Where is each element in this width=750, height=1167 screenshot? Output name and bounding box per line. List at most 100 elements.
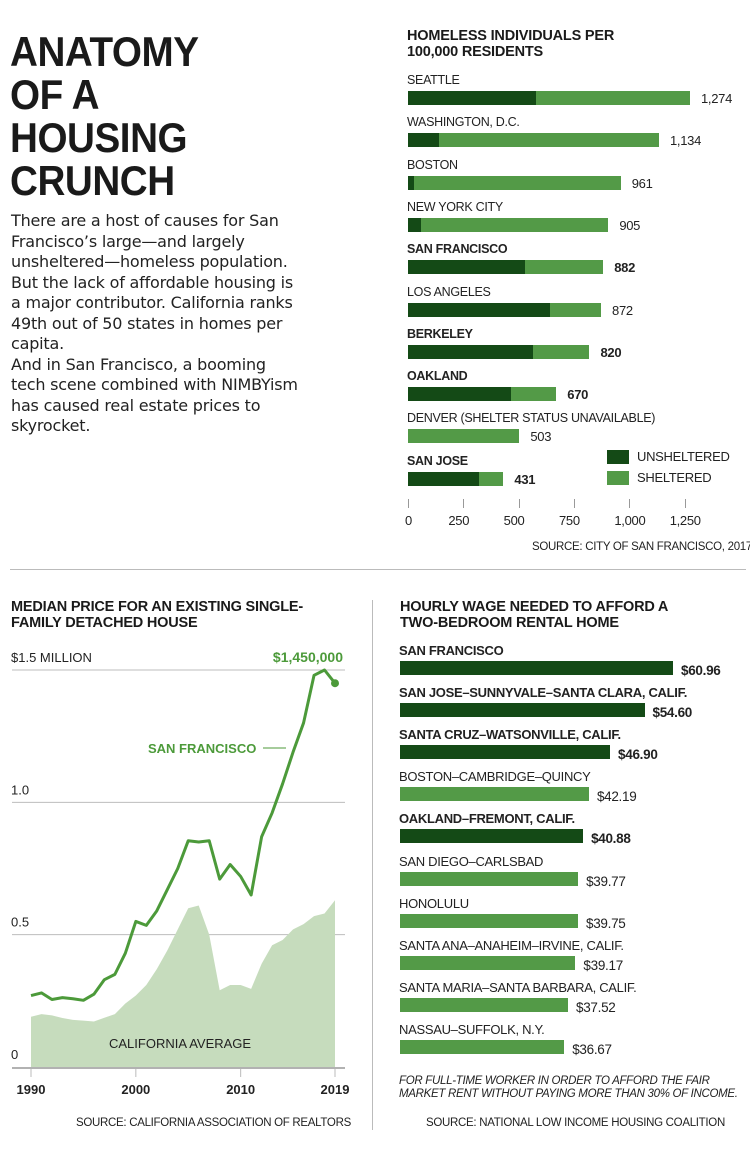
axis-tick-label: 250 xyxy=(448,513,470,528)
axis-tick xyxy=(629,499,631,508)
headline-line: ANATOMY xyxy=(10,28,199,75)
intro-text: There are a host of causes for San Franc… xyxy=(11,211,293,353)
homeless-source: SOURCE: CITY OF SAN FRANCISCO, 2017 xyxy=(532,541,750,553)
bar-label: SAN FRANCISCO xyxy=(407,242,508,257)
bar-unsheltered xyxy=(408,344,533,359)
bar-label: BOSTON–CAMBRIDGE–QUINCY xyxy=(399,769,591,785)
bar-sheltered xyxy=(524,260,604,275)
headline-line: HOUSING xyxy=(10,114,188,161)
bar-label: BOSTON xyxy=(407,157,458,172)
x-tick-label: 2000 xyxy=(121,1082,150,1097)
end-point-marker xyxy=(331,679,339,688)
axis-tick-label: 500 xyxy=(503,513,525,528)
wage-bar xyxy=(400,829,584,844)
bar-value: 1,134 xyxy=(670,133,702,149)
bar-label: SANTA CRUZ–WATSONVILLE, CALIF. xyxy=(399,727,621,743)
bar-value: $39.75 xyxy=(586,915,626,931)
bar-label: WASHINGTON, D.C. xyxy=(407,115,520,130)
bar-unsheltered xyxy=(408,217,421,232)
wage-bar xyxy=(400,745,611,760)
y-tick-label: 0 xyxy=(11,1047,18,1062)
bar-unsheltered xyxy=(408,302,550,317)
axis-tick xyxy=(408,499,409,508)
bar-label: BERKELEY xyxy=(407,326,473,341)
bar-label: SAN FRANCISCO xyxy=(399,643,504,658)
bar-sheltered xyxy=(549,302,601,317)
bar-value: 670 xyxy=(567,387,589,403)
bar-label: DENVER (SHELTER STATUS UNAVAILABLE) xyxy=(407,411,656,426)
bar-unsheltered xyxy=(408,387,511,402)
bar-value: 961 xyxy=(631,175,653,191)
wage-source: SOURCE: NATIONAL LOW INCOME HOUSING COAL… xyxy=(426,1117,725,1129)
san-francisco-line xyxy=(30,668,337,1002)
section-divider xyxy=(10,569,746,570)
legend-label-unsheltered: UNSHELTERED xyxy=(637,449,730,464)
bar-value: 882 xyxy=(614,260,636,276)
bar-label: SANTA MARIA–SANTA BARBARA, CALIF. xyxy=(399,979,637,995)
bar-value: $54.60 xyxy=(652,705,693,721)
bar-label: SAN JOSE–SUNNYVALE–SANTA CLARA, CALIF. xyxy=(399,685,688,701)
california-average-label: CALIFORNIA AVERAGE xyxy=(109,1036,251,1051)
bar-unsheltered xyxy=(408,260,525,275)
bar-value: $36.67 xyxy=(572,1041,612,1057)
bar-sheltered xyxy=(535,91,690,105)
wage-bar xyxy=(400,955,576,970)
intro-text-2: And in San Francisco, a booming tech sce… xyxy=(11,354,298,436)
bar-label: SAN JOSE xyxy=(407,453,468,468)
wage-bar xyxy=(400,913,578,928)
wage-bar xyxy=(400,997,569,1012)
axis-tick-label: 0 xyxy=(405,513,412,528)
bar-label: OAKLAND xyxy=(407,369,468,384)
legend-swatch-sheltered xyxy=(607,471,629,485)
headline: ANATOMY OF A HOUSING CRUNCH xyxy=(10,30,199,202)
bar-value: $40.88 xyxy=(591,831,631,847)
y-tick-label: $1.5 MILLION xyxy=(11,650,92,665)
bar-unsheltered xyxy=(408,175,415,190)
wage-bar xyxy=(400,787,589,802)
bar-value: 820 xyxy=(600,344,622,360)
bar-value: 503 xyxy=(530,429,552,445)
bar-value: 431 xyxy=(514,471,536,487)
bar-label: NASSAU–SUFFOLK, N.Y. xyxy=(399,1021,545,1037)
san-francisco-label: SAN FRANCISCO xyxy=(148,741,256,756)
axis-tick-label: 750 xyxy=(559,513,580,528)
bar-label: SAN DIEGO–CARLSBAD xyxy=(399,853,544,869)
bar-sheltered xyxy=(510,387,557,402)
bar-sheltered xyxy=(414,175,621,190)
bar-label: SANTA ANA–ANAHEIM–IRVINE, CALIF. xyxy=(399,937,624,953)
bar-label: HONOLULU xyxy=(399,895,469,911)
bar-label: LOS ANGELES xyxy=(407,284,491,299)
headline-line: CRUNCH xyxy=(10,157,175,204)
wage-bar xyxy=(400,703,645,718)
bar-unsheltered xyxy=(408,91,536,105)
bar-value: $46.90 xyxy=(618,747,658,763)
x-tick-label: 2010 xyxy=(226,1082,255,1097)
legend-swatch-unsheltered xyxy=(607,450,629,464)
bar-value: 1,274 xyxy=(701,91,733,106)
bar-sheltered xyxy=(479,471,504,486)
axis-tick xyxy=(463,499,465,508)
bar-value: 872 xyxy=(612,302,633,318)
headline-line: OF A xyxy=(10,71,100,118)
california-area xyxy=(31,900,335,1067)
wage-bar xyxy=(400,1039,565,1054)
homeless-chart-title: HOMELESS INDIVIDUALS PER 100,000 RESIDEN… xyxy=(407,28,615,60)
bar-label: OAKLAND–FREMONT, CALIF. xyxy=(399,811,575,827)
price-chart: 0 0.5 1.0 $1.5 MILLION 1990 2000 2010 2019 $1,45… xyxy=(11,649,350,1097)
wage-chart-title: HOURLY WAGE NEEDED TO AFFORD A TWO-BEDRO… xyxy=(400,599,668,631)
x-tick-label: 1990 xyxy=(17,1082,46,1097)
bar-value: $39.77 xyxy=(586,873,626,889)
bar-unsheltered xyxy=(408,471,480,486)
axis-tick-label: 1,000 xyxy=(614,513,646,528)
bar-value: $42.19 xyxy=(596,789,637,805)
x-tick-label: 2019 xyxy=(321,1082,350,1097)
axis-tick xyxy=(574,499,575,508)
peak-value-label: $1,450,000 xyxy=(273,649,343,665)
intro-paragraph: There are a host of causes for San Franc… xyxy=(11,211,301,437)
price-chart-title: MEDIAN PRICE FOR AN EXISTING SINGLE-FAMI… xyxy=(11,599,303,631)
bar-value: $39.17 xyxy=(583,957,623,973)
wage-footnote: FOR FULL-TIME WORKER IN ORDER TO AFFORD … xyxy=(399,1075,738,1100)
bar-sheltered xyxy=(438,133,659,148)
legend-label-sheltered: SHELTERED xyxy=(637,470,712,485)
bar-value: $60.96 xyxy=(681,663,721,678)
